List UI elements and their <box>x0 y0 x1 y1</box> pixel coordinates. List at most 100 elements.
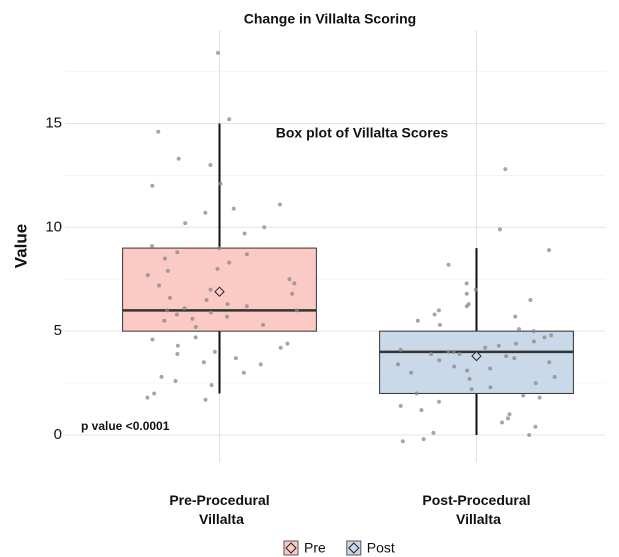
point <box>537 395 542 400</box>
point <box>258 362 263 367</box>
point <box>162 318 167 323</box>
point <box>163 256 168 261</box>
point <box>224 314 229 319</box>
legend-diamond <box>285 542 297 554</box>
y-tick-label: 0 <box>54 426 62 443</box>
point <box>457 352 462 356</box>
point <box>218 181 223 186</box>
point <box>483 345 488 350</box>
point <box>451 349 456 354</box>
point <box>446 262 451 267</box>
point <box>203 210 208 215</box>
point <box>156 129 161 134</box>
point <box>285 341 290 346</box>
point <box>277 202 282 207</box>
point <box>173 379 178 383</box>
point <box>414 391 419 396</box>
point <box>432 312 437 317</box>
point <box>504 354 509 359</box>
point <box>183 221 188 226</box>
point <box>527 433 532 437</box>
point <box>500 420 505 425</box>
point <box>533 424 538 429</box>
point <box>421 437 426 442</box>
p-value-note: p value <0.0001 <box>81 419 170 433</box>
annotation: Box plot of Villalta Scores <box>276 125 449 141</box>
point <box>150 183 155 188</box>
point <box>175 343 180 348</box>
point <box>182 306 187 311</box>
point <box>145 395 150 400</box>
point <box>415 318 420 323</box>
point <box>150 244 155 248</box>
point <box>164 308 169 313</box>
point <box>446 349 451 354</box>
y-axis-label: Value <box>11 224 30 268</box>
point <box>395 362 400 367</box>
point <box>497 227 502 232</box>
point <box>244 304 249 309</box>
point <box>290 291 295 296</box>
point <box>175 352 180 356</box>
point <box>176 156 181 161</box>
point <box>287 277 292 282</box>
point <box>473 287 478 292</box>
point <box>292 281 297 286</box>
point <box>513 341 518 346</box>
y-tick-label: 15 <box>45 114 62 131</box>
point <box>437 322 442 327</box>
point <box>244 252 249 257</box>
point <box>217 246 222 251</box>
point <box>208 287 213 292</box>
point <box>209 383 214 388</box>
point <box>145 273 150 278</box>
point <box>398 347 403 352</box>
point <box>208 310 213 315</box>
point <box>400 439 405 444</box>
point <box>464 291 469 296</box>
mean-marker <box>471 350 482 362</box>
point <box>516 327 521 332</box>
point <box>398 403 403 408</box>
point <box>241 370 246 375</box>
y-tick-label: 5 <box>54 322 62 339</box>
point <box>208 163 213 167</box>
x-tick-label: Pre-Procedural Villalta <box>169 492 269 527</box>
x-tick-label: Post-Procedural Villalta <box>422 492 530 527</box>
point <box>152 391 157 396</box>
point <box>227 117 232 122</box>
point <box>159 374 164 379</box>
point <box>294 308 299 313</box>
point <box>262 225 267 230</box>
point <box>531 339 536 344</box>
point <box>174 312 179 317</box>
legend-item: Post <box>346 540 395 556</box>
y-tick-label: 10 <box>45 218 62 235</box>
point <box>488 385 493 390</box>
point <box>165 268 170 273</box>
point <box>204 298 209 302</box>
point <box>193 325 198 329</box>
point <box>175 250 180 255</box>
point <box>507 412 512 417</box>
point <box>512 356 517 361</box>
point <box>436 399 441 404</box>
point <box>260 322 265 327</box>
point <box>201 360 206 365</box>
box <box>379 330 574 394</box>
point <box>242 231 247 236</box>
point <box>278 345 283 350</box>
point <box>429 352 434 356</box>
point <box>193 335 198 340</box>
point <box>465 368 470 373</box>
point <box>157 283 162 288</box>
point <box>431 430 436 435</box>
legend-label: Post <box>367 540 395 556</box>
point <box>542 335 547 340</box>
point <box>419 408 424 413</box>
mean-marker <box>214 286 225 297</box>
legend-item: Pre <box>283 540 326 556</box>
point <box>409 370 414 375</box>
point <box>513 314 518 319</box>
